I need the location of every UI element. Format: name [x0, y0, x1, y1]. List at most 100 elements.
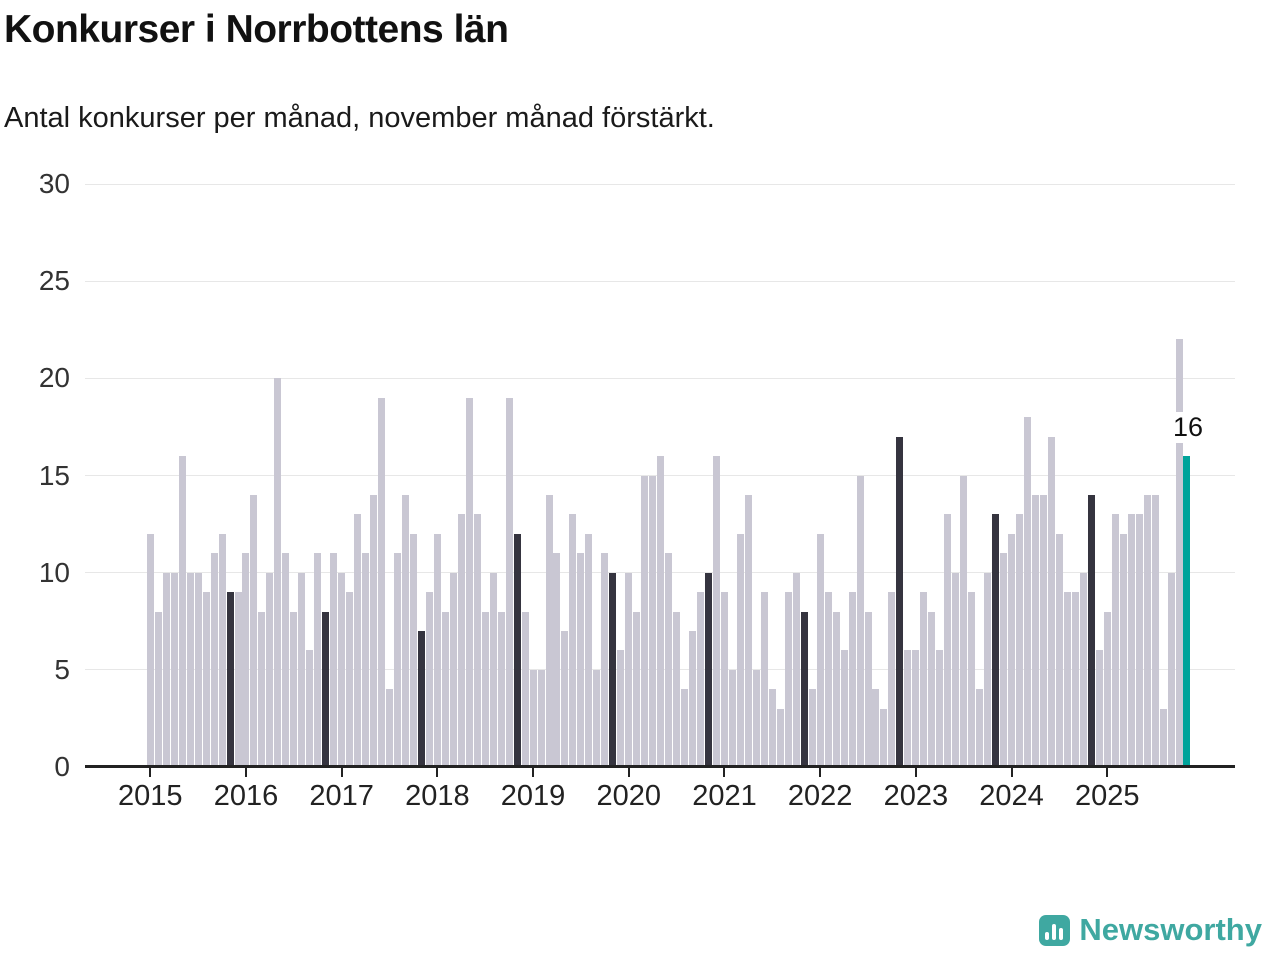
bar-2022-10 [888, 592, 896, 767]
bar-2018-12 [521, 611, 529, 767]
bar-2018-6 [473, 514, 481, 767]
x-axis-label-2024: 2024 [979, 780, 1044, 812]
bar-2016-3 [258, 611, 266, 767]
bar-2015-12 [234, 592, 242, 767]
bar-2016-11-november [322, 611, 330, 767]
gridline-y20 [85, 377, 1235, 379]
bar-2025-10 [1175, 339, 1183, 767]
bar-2023-6 [952, 572, 960, 767]
bar-2017-3 [354, 514, 362, 767]
bar-2024-3 [1023, 417, 1031, 767]
gridline-y30 [85, 183, 1235, 185]
bar-2025-9 [1167, 572, 1175, 767]
bar-2019-10 [601, 553, 609, 767]
newsworthy-logo: Newsworthy [1039, 912, 1262, 948]
bar-2020-10 [697, 592, 705, 767]
bar-2021-3 [736, 533, 744, 767]
bar-2023-8 [968, 592, 976, 767]
bar-2016-4 [266, 572, 274, 767]
bar-2021-12 [808, 689, 816, 767]
bar-2017-5 [370, 494, 378, 767]
bar-2020-4 [649, 475, 657, 767]
bar-2019-9 [593, 669, 601, 767]
bar-2024-7 [1055, 533, 1063, 767]
bar-2025-7 [1151, 494, 1159, 767]
bar-2024-12 [1095, 650, 1103, 767]
bar-2018-10 [505, 397, 513, 767]
page-title: Konkurser i Norrbottens län [4, 8, 509, 51]
x-tick-2021 [723, 768, 726, 777]
bar-2024-6 [1047, 436, 1055, 767]
x-axis-label-2023: 2023 [883, 780, 949, 812]
bar-2024-2 [1016, 514, 1024, 767]
bar-2015-4 [170, 572, 178, 767]
bar-2020-11-november [705, 572, 712, 767]
bar-2018-5 [465, 397, 473, 767]
bar-2024-1 [1008, 533, 1016, 767]
bar-2022-8 [872, 689, 880, 767]
bar-2015-6 [186, 572, 194, 767]
bar-2018-1 [433, 533, 441, 767]
bar-2017-6 [378, 397, 386, 767]
x-tick-2022 [819, 768, 822, 777]
bar-2020-5 [657, 456, 665, 767]
bar-2022-5 [848, 592, 856, 767]
bar-2018-8 [489, 572, 497, 767]
bar-2017-8 [394, 553, 401, 767]
x-tick-2024 [1010, 768, 1013, 777]
bar-2016-2 [250, 494, 258, 767]
bar-2018-4 [457, 514, 465, 767]
bar-2015-8 [202, 592, 210, 767]
bar-2020-3 [641, 475, 649, 767]
bar-2021-11-november [800, 611, 808, 767]
bar-2023-11-november [992, 514, 1000, 767]
newsworthy-logo-text: Newsworthy [1079, 912, 1262, 947]
bar-2024-10 [1079, 572, 1087, 767]
bar-2025-4 [1127, 514, 1135, 767]
bar-2017-4 [362, 553, 370, 767]
bar-2025-2 [1111, 514, 1119, 767]
x-tick-2023 [914, 768, 917, 777]
bar-2022-2 [824, 592, 832, 767]
bar-2025-1 [1103, 611, 1111, 767]
x-axis-label-2022: 2022 [787, 780, 853, 812]
current-bar-value-label: 16 [1166, 412, 1210, 443]
bar-2016-8 [298, 572, 306, 767]
bar-2019-5 [561, 630, 569, 767]
bar-2016-6 [282, 553, 290, 767]
bar-2020-9 [689, 630, 697, 767]
x-axis-label-2015: 2015 [118, 780, 183, 812]
bar-2021-9 [784, 592, 792, 767]
bar-2016-9 [306, 650, 314, 767]
bar-2020-12 [712, 456, 720, 767]
x-axis-label-2021: 2021 [692, 780, 757, 812]
bar-2015-2 [154, 611, 162, 767]
bar-2019-4 [553, 553, 561, 767]
bar-2021-7 [768, 689, 776, 767]
bar-2017-9 [401, 494, 409, 767]
bar-2024-9 [1071, 592, 1079, 767]
chart-subtitle: Antal konkurser per månad, november måna… [4, 102, 715, 134]
bar-2019-7 [577, 553, 585, 767]
bar-2015-5 [178, 456, 186, 767]
bar-2019-8 [585, 533, 593, 767]
bar-2023-9 [976, 689, 984, 767]
bar-2019-3 [545, 494, 553, 767]
bar-2023-7 [960, 475, 968, 767]
bar-2023-10 [984, 572, 992, 767]
bar-2025-11-current-november [1183, 456, 1191, 767]
bar-2017-1 [338, 572, 346, 767]
bar-2019-6 [569, 514, 577, 767]
bar-2024-8 [1063, 592, 1071, 767]
bar-2024-11-november [1087, 494, 1095, 767]
gridline-y25 [85, 280, 1235, 282]
y-axis-label-20: 20 [38, 362, 70, 394]
y-axis-label-15: 15 [38, 459, 70, 491]
bar-2022-6 [856, 475, 864, 767]
bar-2016-7 [290, 611, 298, 767]
bar-2022-12 [904, 650, 912, 767]
bar-2015-11-november [226, 592, 234, 767]
bar-2018-9 [497, 611, 505, 767]
bar-2024-5 [1039, 494, 1047, 767]
bar-2021-2 [728, 669, 736, 767]
